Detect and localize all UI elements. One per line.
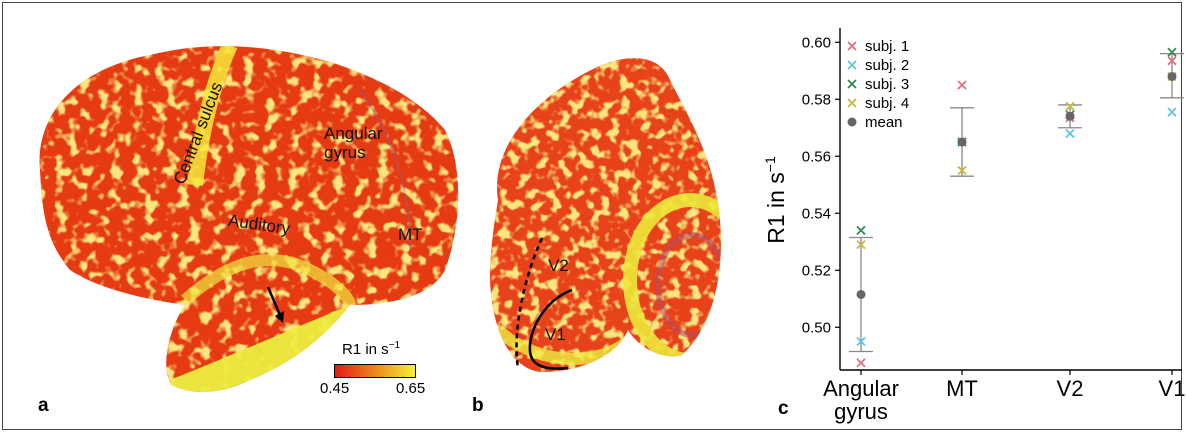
colorbar-title: R1 in s−1 [342,340,401,358]
panel-label-c: c [778,398,789,419]
legend-marker [847,41,857,51]
label-v2: V2 [548,256,569,275]
legend-marker [847,98,857,108]
v2-border-line [515,237,544,369]
label-angular-gyrus: Angular gyrus [324,124,383,162]
point-mean [957,137,967,147]
y-tick-label: 0.58 [802,91,831,108]
legend-marker [847,79,857,89]
point-subj-2 [856,336,866,347]
label-v1: V1 [545,325,566,344]
x-tick-label: V2 [1057,376,1084,401]
point-subj-3 [856,225,866,235]
point-subj-2 [1065,128,1075,139]
legend-label: subj. 1 [865,38,909,55]
label-mt: MT [398,225,423,244]
y-axis-label: R1 in s−1 [762,156,789,244]
legend-label: subj. 3 [865,76,909,93]
v1-border-line [528,288,573,370]
y-tick-label: 0.56 [802,148,831,165]
colorbar: R1 in s−1 0.45 0.65 [320,340,440,400]
colorbar-gradient [334,364,416,378]
point-subj-1 [1167,56,1177,66]
point-mean [1167,71,1177,81]
point-subj-4 [957,165,967,176]
colorbar-max: 0.65 [396,380,426,397]
brain-posterior-surface [490,58,721,372]
panel-label-a: a [38,395,49,416]
point-subj-4 [856,239,866,250]
colorbar-min: 0.45 [320,380,350,397]
point-subj-4 [1065,101,1075,112]
legend-label: subj. 2 [865,57,909,74]
r1-scatter-chart: 0.50 0.52 0.54 0.56 0.58 0.60 R1 in s−1 Angular… [762,28,1186,424]
y-tick-label: 0.50 [802,319,831,336]
y-tick-label: 0.54 [802,205,831,222]
panel-label-b: b [472,395,484,416]
x-tick-label: Angular [823,376,899,401]
point-subj-1 [856,358,866,368]
x-tick-label: MT [946,376,978,401]
legend-marker [847,117,857,127]
x-tick-label: gyrus [834,399,888,424]
y-tick-label: 0.52 [802,262,831,279]
legend-label: mean [865,114,903,131]
legend-marker [847,60,857,70]
x-tick-label: V1 [1159,376,1186,401]
point-mean [856,289,866,299]
y-tick-label: 0.60 [802,34,831,51]
legend-label: subj. 4 [865,95,909,112]
point-subj-3 [1167,47,1177,57]
point-mean [1065,111,1075,121]
point-subj-2 [1167,107,1177,117]
point-subj-1 [957,80,967,90]
brain-lateral-surface [39,46,459,392]
